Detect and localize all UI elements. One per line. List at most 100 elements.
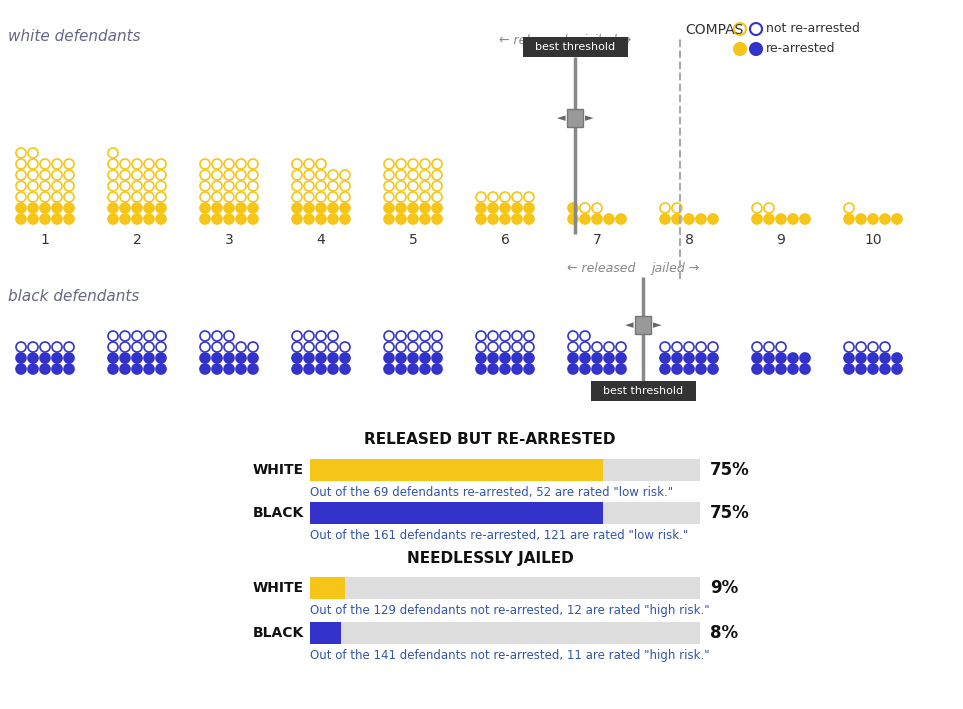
Circle shape: [200, 203, 210, 213]
Bar: [635, 316, 651, 334]
Text: 10: 10: [864, 233, 882, 247]
Circle shape: [660, 214, 670, 224]
Text: ►: ►: [585, 113, 593, 123]
Circle shape: [156, 203, 166, 213]
Circle shape: [408, 353, 418, 363]
Circle shape: [892, 214, 902, 224]
Circle shape: [752, 364, 762, 374]
Circle shape: [328, 353, 338, 363]
Circle shape: [432, 203, 442, 213]
Bar: [310, 502, 603, 524]
Circle shape: [224, 214, 234, 224]
Circle shape: [120, 364, 130, 374]
Circle shape: [144, 353, 154, 363]
Circle shape: [156, 353, 166, 363]
Circle shape: [236, 203, 246, 213]
Text: ◄: ◄: [557, 113, 565, 123]
Circle shape: [616, 353, 626, 363]
Circle shape: [512, 353, 522, 363]
Text: 1: 1: [40, 233, 49, 247]
Circle shape: [144, 203, 154, 213]
Circle shape: [396, 353, 406, 363]
Circle shape: [880, 214, 890, 224]
Circle shape: [734, 43, 746, 55]
Circle shape: [432, 353, 442, 363]
Circle shape: [488, 214, 498, 224]
Circle shape: [120, 214, 130, 224]
Circle shape: [856, 364, 866, 374]
Text: jailed →: jailed →: [651, 262, 699, 275]
Circle shape: [524, 214, 534, 224]
Text: RELEASED BUT RE-ARRESTED: RELEASED BUT RE-ARRESTED: [364, 432, 615, 447]
Circle shape: [212, 203, 222, 213]
Text: WHITE: WHITE: [253, 581, 304, 595]
Circle shape: [788, 353, 798, 363]
Circle shape: [708, 364, 718, 374]
Circle shape: [28, 353, 38, 363]
Circle shape: [40, 214, 50, 224]
Circle shape: [524, 353, 534, 363]
Circle shape: [292, 364, 302, 374]
Circle shape: [396, 214, 406, 224]
Circle shape: [28, 214, 38, 224]
Circle shape: [52, 203, 62, 213]
Circle shape: [500, 364, 510, 374]
Text: Out of the 129 defendants not re-arrested, 12 are rated "high risk.": Out of the 129 defendants not re-arreste…: [310, 604, 710, 617]
Circle shape: [868, 214, 878, 224]
Circle shape: [408, 203, 418, 213]
Circle shape: [580, 214, 590, 224]
Circle shape: [156, 364, 166, 374]
Circle shape: [776, 364, 786, 374]
Text: Out of the 69 defendants re-arrested, 52 are rated "low risk.": Out of the 69 defendants re-arrested, 52…: [310, 486, 673, 499]
Circle shape: [500, 203, 510, 213]
Circle shape: [292, 203, 302, 213]
Bar: [310, 577, 345, 599]
Text: 8: 8: [685, 233, 693, 247]
Circle shape: [788, 364, 798, 374]
Circle shape: [384, 364, 394, 374]
Circle shape: [304, 364, 314, 374]
Circle shape: [868, 364, 878, 374]
Circle shape: [52, 364, 62, 374]
Circle shape: [616, 214, 626, 224]
Circle shape: [420, 214, 430, 224]
Text: 75%: 75%: [710, 504, 750, 522]
Circle shape: [212, 364, 222, 374]
Text: white defendants: white defendants: [8, 29, 141, 44]
Circle shape: [40, 353, 50, 363]
Circle shape: [764, 364, 774, 374]
Circle shape: [132, 364, 142, 374]
Circle shape: [200, 353, 210, 363]
Bar: [567, 109, 583, 127]
Circle shape: [432, 364, 442, 374]
Circle shape: [200, 214, 210, 224]
Text: BLACK: BLACK: [252, 506, 304, 520]
Circle shape: [752, 353, 762, 363]
Circle shape: [144, 214, 154, 224]
Circle shape: [696, 353, 706, 363]
Circle shape: [500, 353, 510, 363]
Text: 8%: 8%: [710, 624, 738, 642]
Circle shape: [340, 214, 350, 224]
Text: WHITE: WHITE: [253, 463, 304, 477]
Circle shape: [28, 203, 38, 213]
Bar: [310, 459, 700, 481]
Circle shape: [660, 364, 670, 374]
Circle shape: [764, 353, 774, 363]
Text: best threshold: best threshold: [603, 386, 683, 396]
Circle shape: [156, 214, 166, 224]
Circle shape: [120, 353, 130, 363]
Circle shape: [844, 353, 854, 363]
Circle shape: [512, 203, 522, 213]
Circle shape: [512, 364, 522, 374]
Circle shape: [776, 353, 786, 363]
Circle shape: [500, 214, 510, 224]
Circle shape: [764, 214, 774, 224]
Text: 75%: 75%: [710, 461, 750, 479]
Text: 7: 7: [592, 233, 601, 247]
Circle shape: [40, 203, 50, 213]
Circle shape: [604, 364, 614, 374]
Circle shape: [892, 364, 902, 374]
Bar: [590, 381, 695, 401]
Circle shape: [592, 364, 602, 374]
